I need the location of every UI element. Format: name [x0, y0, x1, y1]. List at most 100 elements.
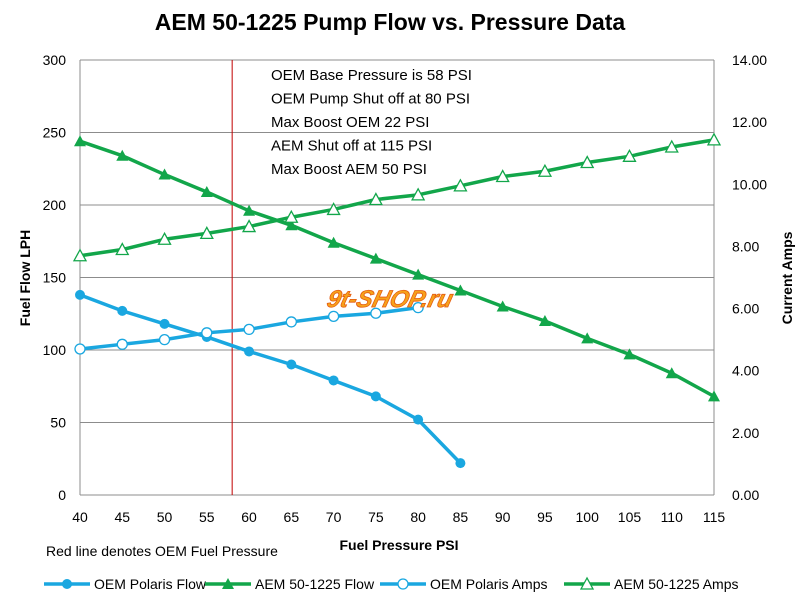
series-aem-50-1225-amps [72, 132, 722, 262]
x-tick-label: 45 [114, 509, 130, 525]
data-point [411, 187, 426, 201]
data-point [453, 178, 468, 192]
x-tick-label: 90 [495, 509, 511, 525]
x-tick-label: 95 [537, 509, 553, 525]
data-point [157, 231, 172, 245]
data-point [243, 204, 256, 216]
x-tick-label: 115 [703, 509, 726, 525]
data-point [369, 252, 382, 264]
data-point [665, 367, 678, 379]
legend-item: AEM 50-1225 Amps [564, 576, 739, 592]
series-oem-polaris-amps [74, 301, 424, 355]
y-tick-label: 50 [50, 415, 66, 431]
data-point [538, 315, 551, 326]
data-point [368, 192, 383, 206]
data-point [116, 338, 128, 350]
data-point [200, 185, 213, 197]
data-point [413, 414, 424, 425]
data-point [623, 348, 636, 360]
y2-tick-label: 10.00 [732, 176, 767, 192]
legend-label: OEM Polaris Flow [94, 576, 207, 592]
data-point [370, 307, 382, 319]
data-point [222, 578, 234, 589]
data-point [706, 132, 722, 146]
series-aem-50-1225-flow [74, 135, 720, 402]
y-tick-label: 100 [43, 342, 67, 358]
annotations: OEM Base Pressure is 58 PSI OEM Pump Shut… [271, 67, 472, 178]
x-tick-label: 65 [284, 509, 300, 525]
data-point [328, 375, 339, 386]
annotation-text: Max Boost AEM 50 PSI [271, 161, 427, 178]
annotation-text: Max Boost OEM 22 PSI [271, 114, 429, 131]
series-line [79, 138, 715, 258]
legend-item: AEM 50-1225 Flow [205, 576, 375, 592]
data-point [454, 284, 467, 296]
chart-title: AEM 50-1225 Pump Flow vs. Pressure Data [155, 9, 626, 35]
x-tick-label: 100 [576, 509, 600, 525]
data-point [116, 149, 129, 161]
x-tick-label: 110 [661, 509, 684, 525]
svg-text:9t-SHOP.ru: 9t-SHOP.ru [324, 286, 456, 313]
legend-item: OEM Polaris Amps [380, 576, 547, 592]
x-tick-label: 80 [410, 509, 426, 525]
y-tick-label: 250 [43, 125, 67, 141]
data-point [159, 318, 170, 329]
data-point [455, 458, 466, 469]
x-tick-label: 55 [199, 509, 215, 525]
series-layer [72, 132, 722, 469]
x-tick-label: 50 [157, 509, 173, 525]
x-tick-label: 75 [368, 509, 384, 525]
x-tick-label: 70 [326, 509, 342, 525]
footnote: Red line denotes OEM Fuel Pressure [46, 543, 278, 559]
y2-tick-label: 0.00 [732, 487, 759, 503]
y-tick-label: 200 [43, 197, 67, 213]
data-point [286, 359, 297, 370]
y-axis-title: Fuel Flow LPH [17, 230, 33, 326]
legend-item: OEM Polaris Flow [44, 576, 207, 592]
data-point [244, 346, 255, 357]
data-point [326, 202, 341, 216]
data-point [284, 209, 299, 223]
data-point [115, 242, 130, 256]
data-point [327, 236, 340, 248]
data-point [72, 248, 88, 262]
legend-label: OEM Polaris Amps [430, 576, 547, 592]
data-point [579, 576, 595, 590]
series-line [79, 293, 462, 465]
legend-label: AEM 50-1225 Flow [255, 576, 375, 592]
x-axis-title: Fuel Pressure PSI [339, 537, 458, 553]
data-point [537, 163, 553, 177]
y-tick-label: 300 [43, 52, 67, 68]
data-point [370, 391, 381, 402]
data-point [412, 268, 425, 280]
data-point [580, 155, 595, 169]
data-point [581, 332, 594, 344]
data-point [201, 327, 213, 339]
legend: OEM Polaris Flow AEM 50-1225 Flow OEM Pola… [44, 576, 739, 592]
x-tick-label: 105 [618, 509, 642, 525]
data-point [158, 168, 171, 180]
annotation-text: OEM Base Pressure is 58 PSI [271, 67, 472, 84]
y2-tick-label: 6.00 [732, 301, 759, 317]
data-point [241, 219, 257, 233]
axes: 0 50 100 150 200 250 300 0.00 2.00 4.00 6.00 8.00 10… [43, 52, 768, 525]
x-tick-label: 40 [72, 509, 88, 525]
data-point [622, 148, 637, 162]
data-point [708, 390, 720, 402]
data-point [285, 219, 298, 231]
gridlines [80, 59, 714, 496]
annotation-text: OEM Pump Shut off at 80 PSI [271, 91, 470, 108]
data-point [117, 305, 128, 316]
data-point [327, 310, 340, 322]
x-tick-label: 85 [453, 509, 469, 525]
data-point [412, 301, 424, 314]
y2-tick-label: 2.00 [732, 425, 759, 441]
data-point [243, 323, 255, 336]
data-point [664, 139, 679, 153]
y2-tick-label: 8.00 [732, 238, 759, 254]
x-tick-label: 60 [241, 509, 257, 525]
data-point [199, 226, 214, 240]
watermark-logo: 9t-SHOP.ru [324, 286, 456, 313]
